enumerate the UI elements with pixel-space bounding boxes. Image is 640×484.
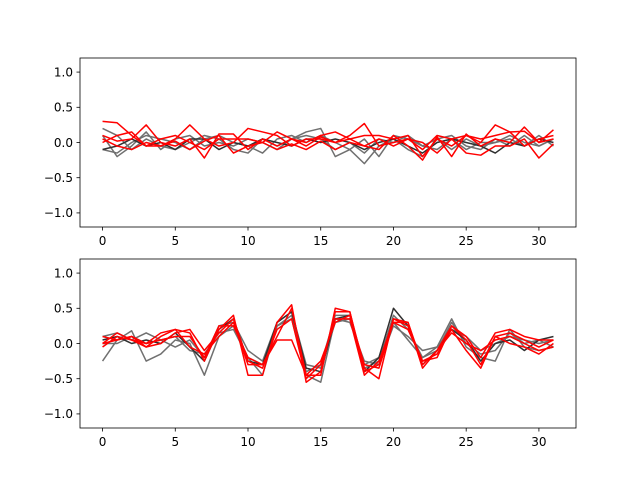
y-tick-label: −1.0: [44, 206, 73, 220]
y-tick-label: −0.5: [44, 372, 73, 386]
x-tick-label: 10: [240, 435, 255, 449]
subplot-2: 0 5 10 15 20 25 30 −1.0 −0.5 0.0 0.5 1.0: [44, 258, 577, 449]
y-tick-label: 1.0: [54, 65, 73, 79]
x-tick-label: 10: [240, 234, 255, 248]
y-tick-label: 0.0: [54, 136, 73, 150]
x-tick-label: 20: [386, 234, 401, 248]
x-tick-label: 0: [99, 234, 107, 248]
x-tick-label: 15: [313, 435, 328, 449]
subplot-1: 0 5 10 15 20 25 30 −1.0 −0.5 0.0 0.5 1.0: [44, 57, 577, 248]
x-tick-label: 15: [313, 234, 328, 248]
series-line-7: [102, 134, 554, 159]
x-tick-label: 0: [99, 435, 107, 449]
y-tick-label: 0.5: [54, 302, 73, 316]
series-line-8: [102, 131, 554, 158]
x-tick-label: 30: [531, 234, 546, 248]
series-line-6: [102, 124, 554, 161]
y-tick-label: −0.5: [44, 171, 73, 185]
x-tick-label: 5: [171, 435, 179, 449]
series-line-8: [102, 318, 554, 380]
x-tick-label: 25: [459, 435, 474, 449]
x-tick-label: 30: [531, 435, 546, 449]
series-line-1: [101, 318, 554, 383]
x-tick-label: 20: [386, 435, 401, 449]
y-tick-label: 1.0: [54, 266, 73, 280]
x-tick-label: 5: [171, 234, 179, 248]
y-tick-label: −1.0: [44, 407, 73, 421]
y-tick-label: 0.5: [54, 101, 73, 115]
x-tick-label: 25: [459, 234, 474, 248]
y-tick-label: 0.0: [54, 337, 73, 351]
